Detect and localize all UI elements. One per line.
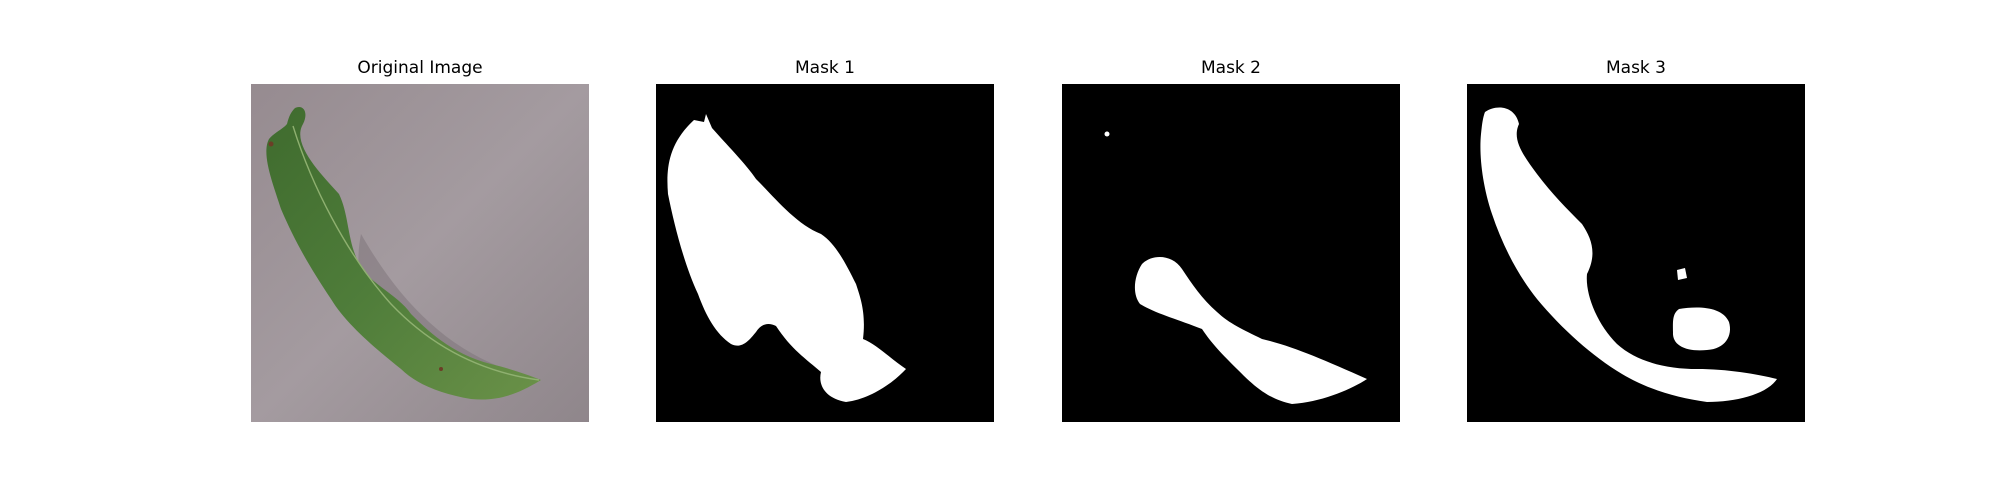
panel-mask-2: Mask 2 [1062,0,1400,500]
mask-3-image [1467,84,1805,422]
panel-title: Mask 3 [1605,58,1666,78]
panel-mask-3: Mask 3 [1467,0,1805,500]
mask-2-image [1062,84,1400,422]
panel-title: Mask 2 [1200,58,1261,78]
panel-title: Mask 1 [794,58,855,78]
panel-mask-1: Mask 1 [656,0,994,500]
mask-1-image [656,84,994,422]
panel-original: Original Image [251,0,589,500]
panel-title: Original Image [357,58,483,78]
original-leaf-photo [251,84,589,422]
